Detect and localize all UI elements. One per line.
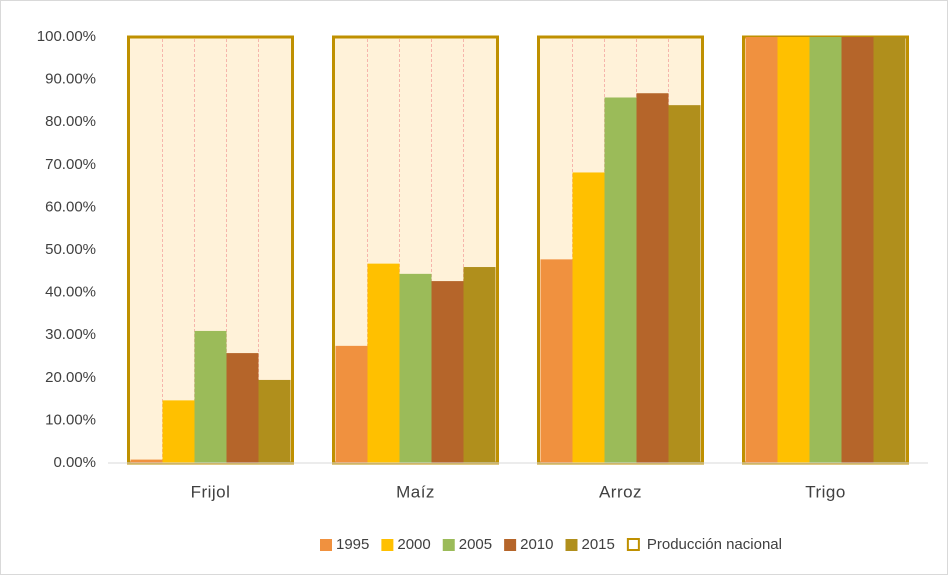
bar (745, 37, 778, 463)
y-tick-label: 60.00% (45, 198, 96, 215)
bar (540, 259, 573, 463)
bar (226, 353, 259, 463)
legend-swatch (381, 539, 394, 551)
bar (841, 37, 874, 463)
legend-swatch (320, 539, 332, 551)
legend-label: 1995 (336, 536, 369, 553)
x-tick-label: Frijol (191, 482, 231, 501)
bar (431, 281, 464, 463)
legend-label: 2005 (459, 536, 492, 553)
bar (194, 330, 227, 463)
bar (636, 93, 669, 464)
bar (130, 459, 163, 463)
y-tick-label: 50.00% (45, 241, 96, 258)
bar (668, 105, 701, 463)
legend-swatch (565, 539, 578, 551)
legend-label: 2015 (582, 536, 615, 553)
bar (258, 379, 291, 463)
y-tick-label: 20.00% (45, 369, 96, 386)
y-tick-label: 10.00% (45, 411, 96, 428)
bar (162, 400, 195, 463)
bar (809, 37, 842, 463)
y-tick-label: 100.00% (37, 28, 96, 45)
legend-swatch (626, 538, 640, 551)
y-tick-label: 30.00% (45, 326, 96, 343)
x-tick-label: Trigo (805, 482, 846, 501)
legend-label: 2000 (397, 536, 430, 553)
bar (604, 97, 637, 463)
x-tick-label: Maíz (396, 482, 435, 501)
y-tick-label: 70.00% (45, 156, 96, 173)
legend-swatch (504, 539, 517, 551)
legend-swatch (442, 539, 455, 551)
bar (463, 267, 496, 463)
x-tick-label: Arroz (599, 482, 642, 501)
y-tick-label: 40.00% (45, 284, 96, 301)
y-tick-label: 90.00% (45, 71, 96, 88)
bar (367, 263, 400, 463)
y-tick-label: 80.00% (45, 113, 96, 130)
y-tick-label: 0.00% (53, 454, 96, 471)
bar (873, 37, 906, 463)
bar (399, 273, 432, 463)
bar (777, 37, 810, 463)
bar (335, 345, 368, 463)
bar (572, 172, 605, 463)
legend-label: 2010 (520, 536, 553, 553)
legend-label: Producción nacional (647, 536, 782, 553)
